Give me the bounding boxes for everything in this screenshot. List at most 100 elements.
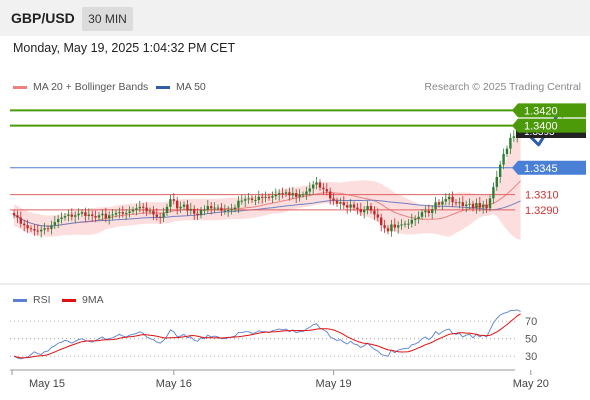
candle-body [138, 206, 141, 209]
candle-body [509, 137, 512, 149]
rsi-ma-legend: 9MA [62, 294, 104, 306]
candle-body [386, 228, 390, 232]
level-label-2: 1.3345 [524, 163, 558, 175]
level-label-0: 1.3420 [524, 105, 558, 117]
candle-body [135, 208, 138, 210]
candle-body [16, 215, 19, 218]
candle-body [451, 196, 454, 203]
candle-body [172, 199, 175, 201]
rsi-tick-label: 50 [525, 334, 537, 346]
candle-body [50, 225, 53, 230]
timeframe-badge[interactable]: 30 MIN [82, 7, 133, 31]
candle-body [257, 196, 260, 200]
candle-body [94, 216, 97, 218]
candle-body [417, 216, 420, 220]
rsi-swatch [13, 298, 27, 302]
candle-body [12, 212, 16, 216]
ma50-swatch [156, 85, 170, 89]
candle-body [142, 206, 145, 208]
bollinger-swatch [13, 85, 27, 89]
chart-datetime: Monday, May 19, 2025 1:04:32 PM CET [13, 41, 236, 55]
candle-body [471, 203, 475, 209]
candle-body [159, 216, 162, 218]
candle-body [213, 207, 216, 209]
candle-body [397, 225, 400, 228]
candle-body [352, 204, 356, 208]
bollinger-legend-label: MA 20 + Bollinger Bands [33, 81, 149, 93]
candle-body [223, 210, 226, 212]
candle-body [414, 219, 417, 221]
candle-body [118, 212, 121, 214]
candle-body [322, 187, 325, 190]
bollinger-legend: MA 20 + Bollinger Bands [13, 81, 148, 93]
rsi-tick-label: 30 [525, 351, 537, 363]
candle-body [33, 229, 36, 231]
candle-body [196, 213, 199, 216]
candle-body [431, 209, 434, 213]
candle-body [240, 200, 243, 202]
candle-body [485, 204, 488, 209]
candle-body [427, 210, 430, 213]
candle-body [97, 215, 101, 218]
candle-body [437, 202, 441, 205]
level-tag-2 [512, 160, 586, 175]
candle-body [410, 219, 413, 224]
candle-body [80, 212, 84, 214]
candle-body [53, 222, 56, 226]
candle-body [230, 209, 233, 211]
candle-body [114, 212, 118, 215]
candle-body [400, 224, 403, 226]
x-tick-label: May 15 [29, 378, 65, 390]
candle-body [363, 209, 366, 213]
candle-body [424, 210, 427, 213]
candle-body [220, 207, 223, 211]
candle-body [40, 229, 43, 232]
candle-body [87, 214, 90, 217]
candle-body [210, 206, 213, 209]
candle-body [454, 202, 458, 204]
candle-body [478, 203, 481, 208]
candle-body [77, 213, 80, 216]
candle-body [244, 199, 247, 201]
symbol-title: GBP/USD [11, 10, 75, 26]
ma50-legend-label: MA 50 [176, 81, 206, 93]
candle-body [448, 196, 451, 200]
candle-body [346, 205, 349, 208]
candle-body [376, 214, 379, 218]
candle-body [199, 209, 203, 216]
candle-body [216, 207, 220, 209]
candle-body [291, 193, 294, 196]
candle-body [475, 203, 478, 209]
candle-body [121, 212, 124, 214]
candle-body [57, 219, 60, 223]
candle-body [237, 200, 240, 208]
attribution: Research © 2025 Trading Central [424, 81, 581, 93]
candle-body [492, 186, 495, 199]
candle-body [339, 202, 342, 204]
candle-body [271, 196, 274, 198]
candle-body [250, 198, 254, 200]
candle-body [63, 216, 67, 218]
candle-body [468, 203, 471, 205]
candle-body [390, 224, 393, 232]
candle-body [148, 210, 152, 212]
candle-body [383, 225, 386, 229]
candle-body [26, 225, 29, 229]
rsi-legend-label: RSI [33, 294, 51, 306]
candle-body [67, 214, 70, 217]
candle-body [461, 202, 464, 207]
candle-body [495, 176, 498, 187]
level-label-4: 1.3290 [525, 205, 559, 217]
candle-body [329, 191, 332, 199]
candle-body [254, 199, 257, 201]
x-tick-label: May 16 [156, 378, 192, 390]
candle-body [380, 217, 383, 226]
candle-body [284, 192, 288, 194]
candle-body [274, 194, 277, 197]
candle-body [305, 191, 308, 195]
candle-body [301, 194, 305, 196]
candle-body [373, 210, 376, 215]
candle-body [19, 217, 22, 224]
candle-body [369, 206, 373, 211]
